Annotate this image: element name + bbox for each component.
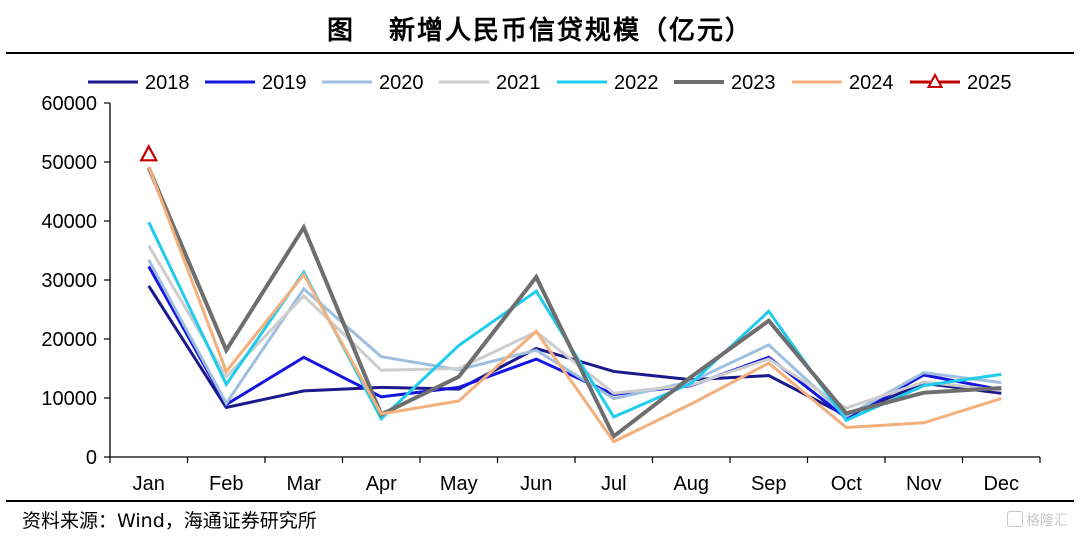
figure-title: 图 新增人民币信贷规模（亿元） — [0, 10, 1080, 47]
y-tick-label: 50000 — [41, 152, 97, 174]
series-line-2020 — [147, 259, 1002, 419]
legend-label: 2024 — [849, 72, 894, 94]
series-line-2018 — [147, 285, 1002, 418]
x-tick-label: May — [440, 473, 478, 495]
legend-item-2024: 2024 — [792, 72, 894, 94]
y-tick-label: 30000 — [41, 270, 97, 292]
legend-label: 2023 — [731, 72, 776, 94]
series-2018 — [147, 285, 1002, 418]
legend-label: 2020 — [379, 72, 424, 94]
y-tick-label: 20000 — [41, 329, 97, 351]
legend-item-2023: 2023 — [674, 72, 776, 94]
series-2024 — [147, 166, 1002, 444]
legend-item-2020: 2020 — [322, 72, 424, 94]
x-tick-label: Jun — [520, 473, 552, 495]
x-tick-label: Mar — [287, 473, 322, 495]
series-line-2022 — [147, 221, 1002, 423]
watermark-text: 格隆汇 — [1026, 513, 1068, 529]
data-point-2025 — [139, 144, 159, 162]
series-2025 — [139, 144, 159, 162]
watermark: 格隆汇 — [1007, 510, 1068, 530]
legend-label: 2021 — [496, 72, 541, 94]
watermark-logo-icon — [1007, 511, 1023, 527]
y-tick-label: 10000 — [41, 388, 97, 410]
x-tick-label: Feb — [209, 473, 243, 495]
top-rule — [6, 52, 1074, 54]
legend-item-2025: 2025 — [910, 72, 1012, 94]
chart-axes: 0 10000 20000 30000 40000 50000 60000 Jan Feb Mar… — [41, 93, 1041, 495]
series-2020 — [147, 259, 1002, 419]
legend-label: 2018 — [145, 72, 190, 94]
series-line-2024 — [147, 166, 1002, 444]
legend-label: 2019 — [262, 72, 307, 94]
y-tick-label: 0 — [86, 447, 97, 469]
series-2023 — [146, 167, 1002, 440]
y-tick-label: 60000 — [41, 93, 97, 115]
x-tick-label: Jul — [601, 473, 627, 495]
legend-marker — [926, 72, 944, 88]
series-2021 — [147, 245, 1002, 410]
bottom-rule — [6, 500, 1074, 502]
figure-label: 图 — [326, 16, 355, 46]
series-2022 — [147, 221, 1002, 423]
series-line-2023 — [146, 167, 1002, 440]
legend-item-2019: 2019 — [205, 72, 307, 94]
legend-item-2021: 2021 — [439, 72, 541, 94]
chart-title: 新增人民币信贷规模（亿元） — [389, 16, 754, 46]
series-line-2021 — [147, 245, 1002, 410]
legend-item-2022: 2022 — [557, 72, 659, 94]
figure-header: 图 新增人民币信贷规模（亿元） — [0, 0, 1080, 54]
y-tick-label: 40000 — [41, 211, 97, 233]
x-tick-label: Oct — [831, 473, 863, 495]
x-tick-label: Nov — [906, 473, 942, 495]
source-note: 资料来源：Wind，海通证券研究所 — [22, 510, 317, 532]
x-tick-label: Jan — [133, 473, 165, 495]
x-tick-label: Apr — [366, 473, 397, 495]
legend-label: 2022 — [614, 72, 659, 94]
legend: 2018 2019 2020 2021 2022 2023 2024 2025 — [88, 72, 1012, 94]
x-tick-label: Aug — [673, 473, 709, 495]
x-tick-label: Sep — [751, 473, 787, 495]
x-tick-label: Dec — [983, 473, 1019, 495]
legend-item-2018: 2018 — [88, 72, 190, 94]
series-layer — [139, 144, 1002, 444]
legend-label: 2025 — [967, 72, 1012, 94]
